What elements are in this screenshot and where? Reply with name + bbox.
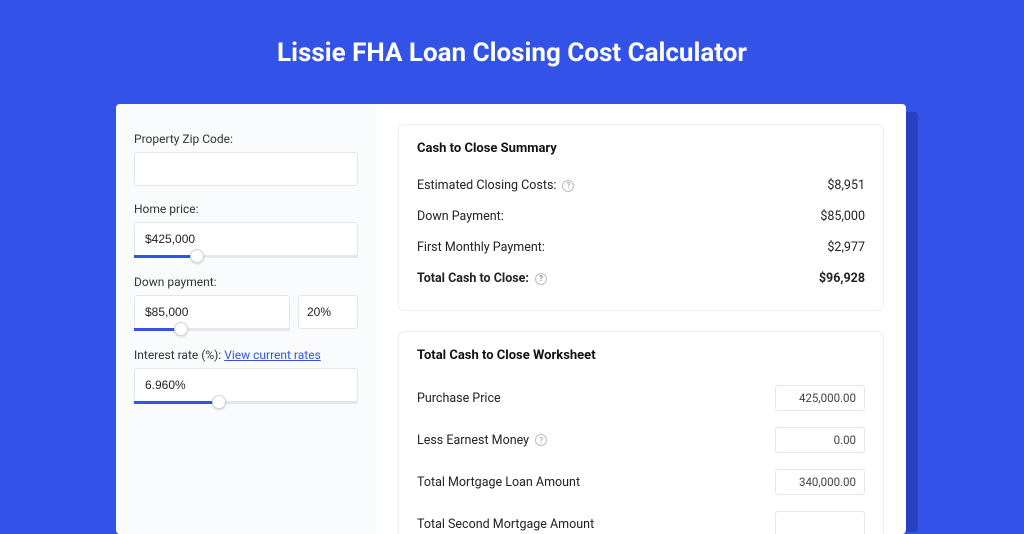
home-price-field: Home price: xyxy=(134,202,358,259)
summary-box: Cash to Close Summary Estimated Closing … xyxy=(398,124,884,311)
worksheet-row-label: Total Second Mortgage Amount xyxy=(417,517,594,532)
summary-title: Cash to Close Summary xyxy=(417,141,865,156)
summary-row: Down Payment: $85,000 xyxy=(417,201,865,232)
worksheet-row-label: Less Earnest Money? xyxy=(417,433,547,448)
summary-row-label: First Monthly Payment: xyxy=(417,240,545,255)
worksheet-row-label: Purchase Price xyxy=(417,391,501,406)
home-price-label: Home price: xyxy=(134,202,358,216)
page-title: Lissie FHA Loan Closing Cost Calculator xyxy=(0,0,1024,96)
home-price-slider[interactable] xyxy=(134,255,358,258)
summary-row: Total Cash to Close:? $96,928 xyxy=(417,263,865,294)
interest-rate-input[interactable] xyxy=(134,368,358,402)
worksheet-row: Less Earnest Money? 0.00 xyxy=(417,419,865,461)
worksheet-row-label: Total Mortgage Loan Amount xyxy=(417,475,580,490)
down-payment-label: Down payment: xyxy=(134,275,358,289)
zip-field: Property Zip Code: xyxy=(134,132,358,186)
summary-row: First Monthly Payment: $2,977 xyxy=(417,232,865,263)
home-price-input[interactable] xyxy=(134,222,358,256)
down-payment-field: Down payment: xyxy=(134,275,358,332)
view-rates-link[interactable]: View current rates xyxy=(224,348,321,362)
slider-thumb[interactable] xyxy=(212,395,226,409)
down-payment-slider[interactable] xyxy=(134,328,290,331)
summary-row-value: $2,977 xyxy=(827,240,865,255)
worksheet-box: Total Cash to Close Worksheet Purchase P… xyxy=(398,331,884,534)
slider-thumb[interactable] xyxy=(190,249,204,263)
worksheet-row-value[interactable]: 340,000.00 xyxy=(775,469,865,495)
summary-row-label: Estimated Closing Costs:? xyxy=(417,178,574,193)
down-payment-input[interactable] xyxy=(134,295,290,329)
zip-input[interactable] xyxy=(134,152,358,186)
summary-row-value: $8,951 xyxy=(827,178,865,193)
slider-thumb[interactable] xyxy=(174,322,188,336)
summary-row-value: $96,928 xyxy=(819,271,865,286)
worksheet-row-value[interactable] xyxy=(775,511,865,534)
summary-row-label: Total Cash to Close:? xyxy=(417,271,547,286)
worksheet-row-value[interactable]: 0.00 xyxy=(775,427,865,453)
help-icon[interactable]: ? xyxy=(535,273,547,285)
results-panel: Cash to Close Summary Estimated Closing … xyxy=(376,104,906,534)
help-icon[interactable]: ? xyxy=(535,434,547,446)
worksheet-row-value[interactable]: 425,000.00 xyxy=(775,385,865,411)
worksheet-title: Total Cash to Close Worksheet xyxy=(417,348,865,363)
inputs-panel: Property Zip Code: Home price: Down paym… xyxy=(116,104,376,534)
worksheet-row: Total Second Mortgage Amount xyxy=(417,503,865,534)
summary-row-label: Down Payment: xyxy=(417,209,504,224)
summary-row: Estimated Closing Costs:? $8,951 xyxy=(417,170,865,201)
calculator-card: Property Zip Code: Home price: Down paym… xyxy=(116,104,906,534)
interest-rate-label: Interest rate (%): View current rates xyxy=(134,348,358,362)
worksheet-row: Purchase Price 425,000.00 xyxy=(417,377,865,419)
zip-label: Property Zip Code: xyxy=(134,132,358,146)
help-icon[interactable]: ? xyxy=(562,180,574,192)
interest-rate-slider[interactable] xyxy=(134,401,358,404)
interest-rate-field: Interest rate (%): View current rates xyxy=(134,348,358,405)
summary-row-value: $85,000 xyxy=(820,209,865,224)
worksheet-row: Total Mortgage Loan Amount 340,000.00 xyxy=(417,461,865,503)
down-payment-pct-input[interactable] xyxy=(298,295,358,329)
interest-label-text: Interest rate (%): xyxy=(134,348,221,362)
